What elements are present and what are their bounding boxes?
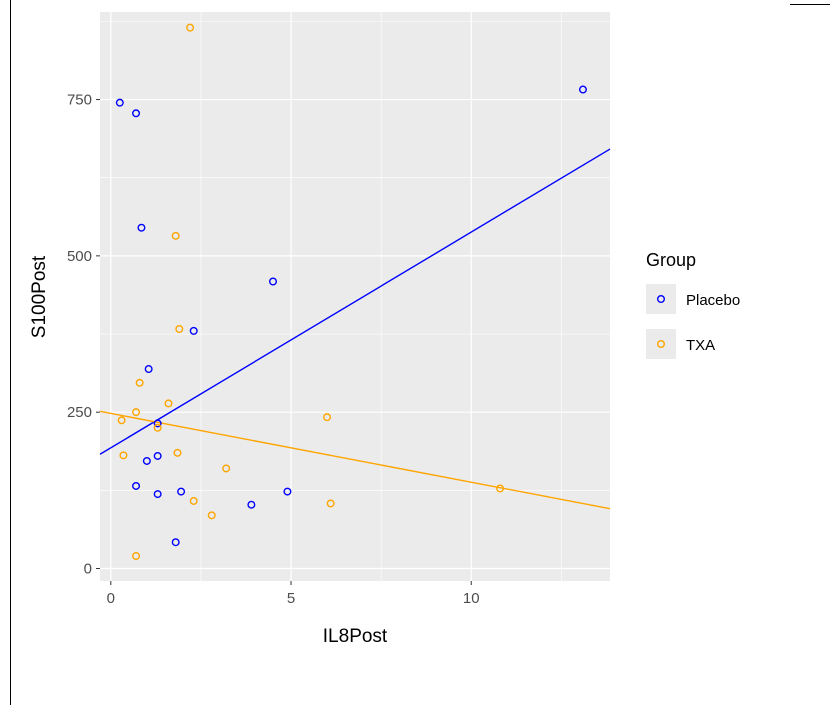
point-0 <box>177 487 186 496</box>
point-1 <box>186 23 195 32</box>
point-1 <box>207 511 216 520</box>
point-1 <box>496 484 505 493</box>
point-0 <box>132 109 141 118</box>
legend-key-placebo <box>657 295 666 304</box>
point-1 <box>135 378 144 387</box>
point-1 <box>164 399 173 408</box>
fit-lines <box>99 148 611 510</box>
y-axis-title: S100Post <box>29 255 50 338</box>
point-1 <box>222 464 231 473</box>
y-tick-label: 750 <box>67 92 92 109</box>
legend-key-bg-placebo <box>646 284 676 314</box>
point-1 <box>117 416 126 425</box>
point-0 <box>189 326 198 335</box>
legend-label-placebo: Placebo <box>686 292 740 309</box>
point-0 <box>142 456 151 465</box>
legend-key-txa <box>657 340 666 349</box>
point-0 <box>115 98 124 107</box>
y-axis-ticks: 0 250 500 750 <box>67 92 100 577</box>
y-tick-label: 0 <box>84 560 92 577</box>
legend-label-txa: TXA <box>686 337 715 354</box>
grid-minor <box>100 12 610 581</box>
y-tick-label: 500 <box>67 248 92 265</box>
point-0 <box>137 223 146 232</box>
legend-key-bg-txa <box>646 329 676 359</box>
point-0 <box>578 85 587 94</box>
point-1 <box>132 408 141 417</box>
fit-line-0 <box>99 148 611 455</box>
point-0 <box>144 365 153 374</box>
frame-border-top-right <box>790 4 830 5</box>
point-0 <box>247 500 256 509</box>
legend: Group Placebo TXA <box>646 250 740 359</box>
point-1 <box>153 423 162 432</box>
point-0 <box>153 490 162 499</box>
point-1 <box>323 413 332 422</box>
point-1 <box>119 451 128 460</box>
point-0 <box>269 277 278 286</box>
fit-line-1 <box>99 410 611 510</box>
grid-major <box>100 12 610 581</box>
legend-title: Group <box>646 250 696 270</box>
x-tick-label: 0 <box>107 590 115 607</box>
point-1 <box>173 448 182 457</box>
x-axis-ticks: 0 5 10 <box>107 581 480 607</box>
x-tick-label: 5 <box>287 590 295 607</box>
point-1 <box>171 231 180 240</box>
frame-border-left <box>10 0 11 705</box>
point-1 <box>326 499 335 508</box>
point-0 <box>153 451 162 460</box>
data-points <box>115 23 587 560</box>
point-0 <box>283 487 292 496</box>
x-axis-title: IL8Post <box>323 626 388 647</box>
point-0 <box>132 481 141 490</box>
point-1 <box>175 325 184 334</box>
plot-panel <box>100 12 610 581</box>
point-0 <box>153 419 162 428</box>
point-1 <box>132 551 141 560</box>
x-tick-label: 10 <box>463 590 480 607</box>
point-0 <box>171 538 180 547</box>
point-1 <box>189 496 198 505</box>
y-tick-label: 250 <box>67 404 92 421</box>
